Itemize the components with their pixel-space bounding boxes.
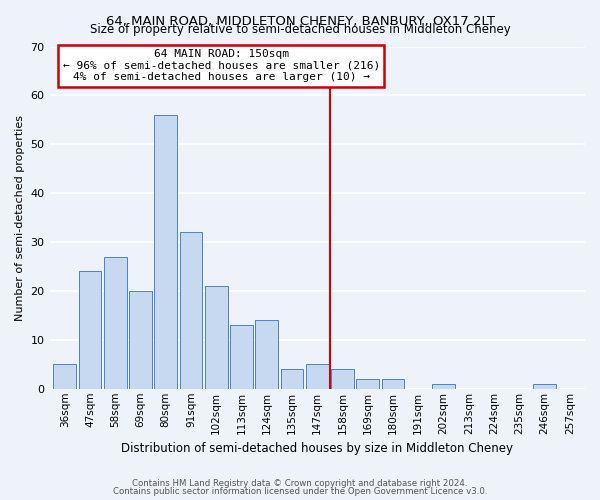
Bar [104, 256, 127, 389]
Bar [53, 364, 76, 389]
Bar [533, 384, 556, 389]
Y-axis label: Number of semi-detached properties: Number of semi-detached properties [15, 114, 25, 320]
X-axis label: Distribution of semi-detached houses by size in Middleton Cheney: Distribution of semi-detached houses by … [121, 442, 513, 455]
Bar [205, 286, 227, 389]
Text: Contains HM Land Registry data © Crown copyright and database right 2024.: Contains HM Land Registry data © Crown c… [132, 479, 468, 488]
Text: 64 MAIN ROAD: 150sqm
← 96% of semi-detached houses are smaller (216)
4% of semi-: 64 MAIN ROAD: 150sqm ← 96% of semi-detac… [62, 49, 380, 82]
Bar [306, 364, 329, 389]
Bar [129, 291, 152, 389]
Bar [356, 379, 379, 389]
Text: Contains public sector information licensed under the Open Government Licence v3: Contains public sector information licen… [113, 486, 487, 496]
Bar [281, 369, 304, 389]
Bar [154, 115, 177, 389]
Bar [179, 232, 202, 389]
Bar [432, 384, 455, 389]
Text: 64, MAIN ROAD, MIDDLETON CHENEY, BANBURY, OX17 2LT: 64, MAIN ROAD, MIDDLETON CHENEY, BANBURY… [106, 15, 494, 28]
Bar [382, 379, 404, 389]
Text: Size of property relative to semi-detached houses in Middleton Cheney: Size of property relative to semi-detach… [89, 22, 511, 36]
Bar [331, 369, 354, 389]
Bar [256, 320, 278, 389]
Bar [230, 325, 253, 389]
Bar [79, 272, 101, 389]
